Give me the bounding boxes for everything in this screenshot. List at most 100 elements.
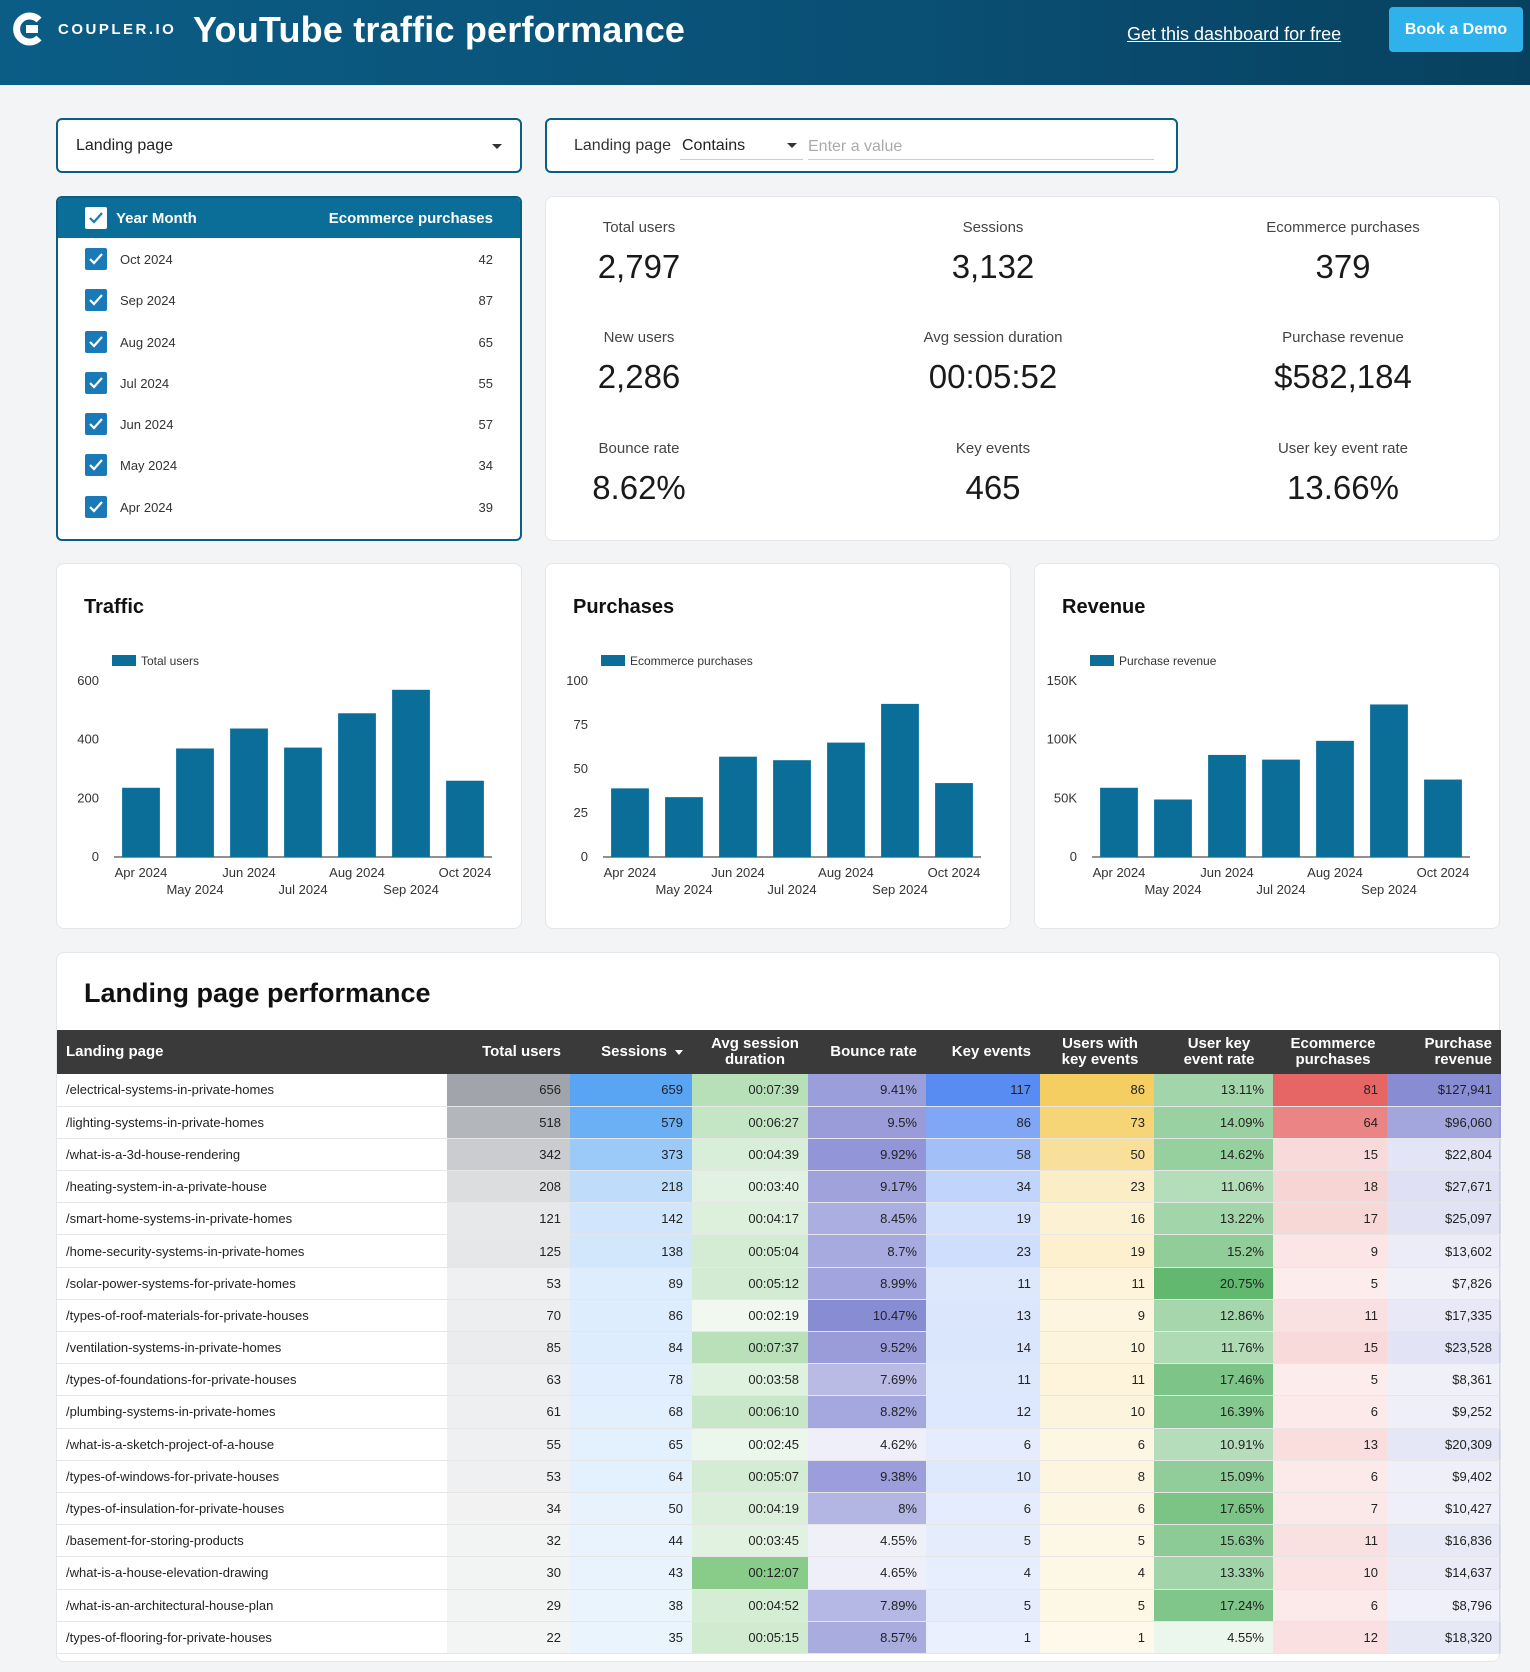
column-header-avg-session-duration[interactable]: Avg session duration: [692, 1030, 808, 1074]
landing-page-cell[interactable]: /lighting-systems-in-private-homes: [57, 1106, 447, 1139]
legend-label: Ecommerce purchases: [630, 654, 753, 668]
month-checkbox[interactable]: [85, 289, 107, 312]
cell-key-events: 117: [926, 1074, 1040, 1107]
landing-page-cell[interactable]: /types-of-flooring-for-private-houses: [57, 1621, 447, 1654]
landing-page-cell[interactable]: /heating-system-in-a-private-house: [57, 1170, 447, 1204]
month-list-item[interactable]: Oct 2024 42: [58, 238, 520, 279]
landing-page-cell[interactable]: /what-is-an-architectural-house-plan: [57, 1589, 447, 1622]
table-row[interactable]: /types-of-foundations-for-private-houses…: [57, 1363, 1501, 1397]
table-row[interactable]: /what-is-a-3d-house-rendering 342 373 00:04…: [57, 1138, 1501, 1172]
column-header-year-month[interactable]: Year Month: [116, 210, 197, 227]
cell-user-key-event-rate: 20.75%: [1154, 1267, 1273, 1300]
cell-avg-session-duration: 00:07:39: [692, 1074, 808, 1107]
column-header-label: Landing page: [66, 1043, 164, 1060]
table-row[interactable]: /what-is-a-house-elevation-drawing 30 43 00…: [57, 1556, 1501, 1590]
kpi-bounce-rate: Bounce rate 8.62%: [509, 440, 769, 507]
column-header-users-with-key-events[interactable]: Users with key events: [1040, 1030, 1154, 1074]
get-dashboard-link[interactable]: Get this dashboard for free: [1127, 24, 1342, 44]
landing-page-cell[interactable]: /solar-power-systems-for-private-homes: [57, 1267, 447, 1300]
revenue-chart-title: Revenue: [1062, 596, 1146, 618]
month-checkbox[interactable]: [85, 330, 107, 353]
column-header-label: Avg session duration: [711, 1035, 799, 1068]
month-list-item[interactable]: Jul 2024 55: [58, 362, 520, 403]
coupler-logo[interactable]: COUPLER.IO: [12, 12, 176, 46]
traffic-chart: Total users 0 200 400 600 Apr 2024 May 2024 Jun…: [77, 654, 492, 897]
cell-sessions: 218: [570, 1170, 692, 1204]
landing-page-dropdown[interactable]: Landing page: [56, 118, 522, 173]
table-row[interactable]: /what-is-an-architectural-house-plan 29 38…: [57, 1589, 1501, 1622]
landing-page-cell[interactable]: /electrical-systems-in-private-homes: [57, 1074, 447, 1107]
landing-page-cell[interactable]: /types-of-windows-for-private-houses: [57, 1460, 447, 1493]
cell-sessions: 78: [570, 1363, 692, 1397]
month-checkbox[interactable]: [85, 495, 107, 518]
landing-page-cell[interactable]: /plumbing-systems-in-private-homes: [57, 1395, 447, 1429]
cell-users-with-key-events: 50: [1040, 1138, 1154, 1172]
x-tick-label: Sep 2024: [1361, 882, 1417, 897]
column-header-key-events[interactable]: Key events: [926, 1030, 1040, 1074]
month-checkbox[interactable]: [85, 248, 107, 270]
table-row[interactable]: /types-of-roof-materials-for-private-hou…: [57, 1299, 1501, 1333]
column-header-ecommerce-purchases[interactable]: Ecommerce purchases: [1273, 1030, 1387, 1074]
table-row[interactable]: /solar-power-systems-for-private-homes 53…: [57, 1267, 1501, 1300]
cell-user-key-event-rate: 10.91%: [1154, 1428, 1273, 1461]
traffic-chart-title: Traffic: [84, 596, 145, 618]
year-month-filter-list: Year Month Ecommerce purchases Oct 2024 4…: [56, 196, 522, 541]
column-header-label: Users with key events: [1061, 1035, 1139, 1068]
cell-key-events: 10: [926, 1460, 1040, 1493]
month-checkbox[interactable]: [85, 371, 107, 394]
cell-bounce-rate: 8.82%: [808, 1395, 926, 1429]
table-row[interactable]: /electrical-systems-in-private-homes 656 6…: [57, 1074, 1501, 1107]
cell-purchase-revenue: $27,671: [1387, 1170, 1501, 1204]
landing-page-cell[interactable]: /types-of-roof-materials-for-private-hou…: [57, 1299, 447, 1333]
month-list-item[interactable]: Aug 2024 65: [58, 321, 520, 362]
table-row[interactable]: /heating-system-in-a-private-house 208 218…: [57, 1170, 1501, 1204]
landing-page-cell[interactable]: /what-is-a-sketch-project-of-a-house: [57, 1428, 447, 1461]
table-row[interactable]: /home-security-systems-in-private-homes 1…: [57, 1234, 1501, 1268]
month-checkbox[interactable]: [85, 454, 107, 477]
cell-ecommerce-purchases: 6: [1273, 1395, 1387, 1429]
cell-users-with-key-events: 1: [1040, 1621, 1154, 1654]
cell-ecommerce-purchases: 12: [1273, 1621, 1387, 1654]
month-list-item[interactable]: Sep 2024 87: [58, 279, 520, 320]
table-row[interactable]: /types-of-windows-for-private-houses 53 64…: [57, 1460, 1501, 1493]
landing-page-cell[interactable]: /types-of-foundations-for-private-houses: [57, 1363, 447, 1397]
cell-purchase-revenue: $13,602: [1387, 1234, 1501, 1268]
column-header-purchase-revenue[interactable]: Purchase revenue: [1387, 1030, 1501, 1074]
table-row[interactable]: /smart-home-systems-in-private-homes 121 1…: [57, 1202, 1501, 1236]
cell-bounce-rate: 9.41%: [808, 1074, 926, 1107]
column-header-total-users[interactable]: Total users: [447, 1030, 570, 1074]
x-tick-label: Apr 2024: [115, 865, 168, 880]
month-checkbox[interactable]: [85, 413, 107, 436]
landing-page-cell[interactable]: /basement-for-storing-products: [57, 1524, 447, 1558]
landing-page-cell[interactable]: /ventilation-systems-in-private-homes: [57, 1331, 447, 1365]
landing-page-cell[interactable]: /what-is-a-3d-house-rendering: [57, 1138, 447, 1172]
table-row[interactable]: /types-of-insulation-for-private-houses 3…: [57, 1492, 1501, 1526]
cell-key-events: 5: [926, 1524, 1040, 1558]
table-row[interactable]: /plumbing-systems-in-private-homes 61 68 00…: [57, 1395, 1501, 1429]
column-header-sessions[interactable]: Sessions: [570, 1030, 692, 1074]
table-row[interactable]: /basement-for-storing-products 32 44 00:03:…: [57, 1524, 1501, 1558]
book-demo-button[interactable]: Book a Demo: [1389, 7, 1523, 52]
month-list-item[interactable]: Jun 2024 57: [58, 403, 520, 444]
table-row[interactable]: /ventilation-systems-in-private-homes 85 8…: [57, 1331, 1501, 1365]
column-header-purchases[interactable]: Ecommerce purchases: [328, 210, 493, 227]
table-row[interactable]: /what-is-a-sketch-project-of-a-house 55 65…: [57, 1428, 1501, 1461]
column-header-label: Key events: [951, 1043, 1031, 1060]
select-all-checkbox[interactable]: [85, 207, 107, 229]
cell-purchase-revenue: $7,826: [1387, 1267, 1501, 1300]
table-row[interactable]: /types-of-flooring-for-private-houses 22 3…: [57, 1621, 1501, 1654]
month-purchases-value: 34: [478, 458, 493, 474]
column-header-user-key-event-rate[interactable]: User key event rate: [1154, 1030, 1273, 1074]
month-list-item[interactable]: May 2024 34: [58, 444, 520, 485]
column-header-bounce-rate[interactable]: Bounce rate: [808, 1030, 926, 1074]
column-header-landing-page[interactable]: Landing page: [57, 1030, 447, 1074]
landing-page-cell[interactable]: /smart-home-systems-in-private-homes: [57, 1202, 447, 1236]
month-purchases-value: 57: [478, 417, 493, 433]
filter-operator-select[interactable]: Contains: [680, 130, 803, 160]
landing-page-cell[interactable]: /what-is-a-house-elevation-drawing: [57, 1556, 447, 1590]
landing-page-cell[interactable]: /types-of-insulation-for-private-houses: [57, 1492, 447, 1526]
landing-page-cell[interactable]: /home-security-systems-in-private-homes: [57, 1234, 447, 1268]
month-list-item[interactable]: Apr 2024 39: [58, 486, 520, 527]
table-row[interactable]: /lighting-systems-in-private-homes 518 579…: [57, 1106, 1501, 1139]
filter-value-input[interactable]: [808, 130, 1154, 160]
